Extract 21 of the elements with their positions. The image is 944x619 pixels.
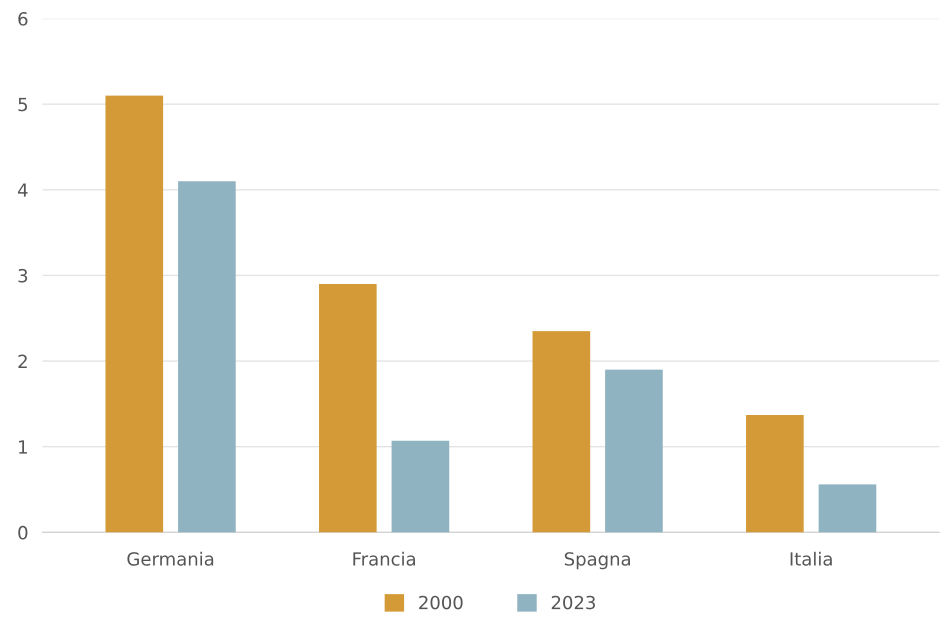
bar [746,415,804,532]
y-tick-label: 3 [18,268,28,283]
y-tick-label: 6 [18,12,28,26]
bar [818,484,876,532]
x-tick-label: Francia [353,552,415,566]
y-tick-label: 0 [18,526,28,540]
y-tick-label: 4 [18,184,28,197]
bar [318,284,377,532]
x-tick-label: Italia [790,552,832,566]
legend-label: 2000 [419,596,463,610]
bar [605,370,663,532]
legend-label: 2023 [552,596,595,610]
y-tick-label: 2 [18,354,27,368]
bar [392,440,450,532]
bar [105,96,164,532]
x-tick-label: Spagna [564,552,630,570]
bar [532,331,590,532]
x-tick-label: Germania [127,552,214,566]
y-tick-label: 1 [19,440,27,454]
bar [178,181,236,532]
y-tick-label: 5 [18,98,28,112]
